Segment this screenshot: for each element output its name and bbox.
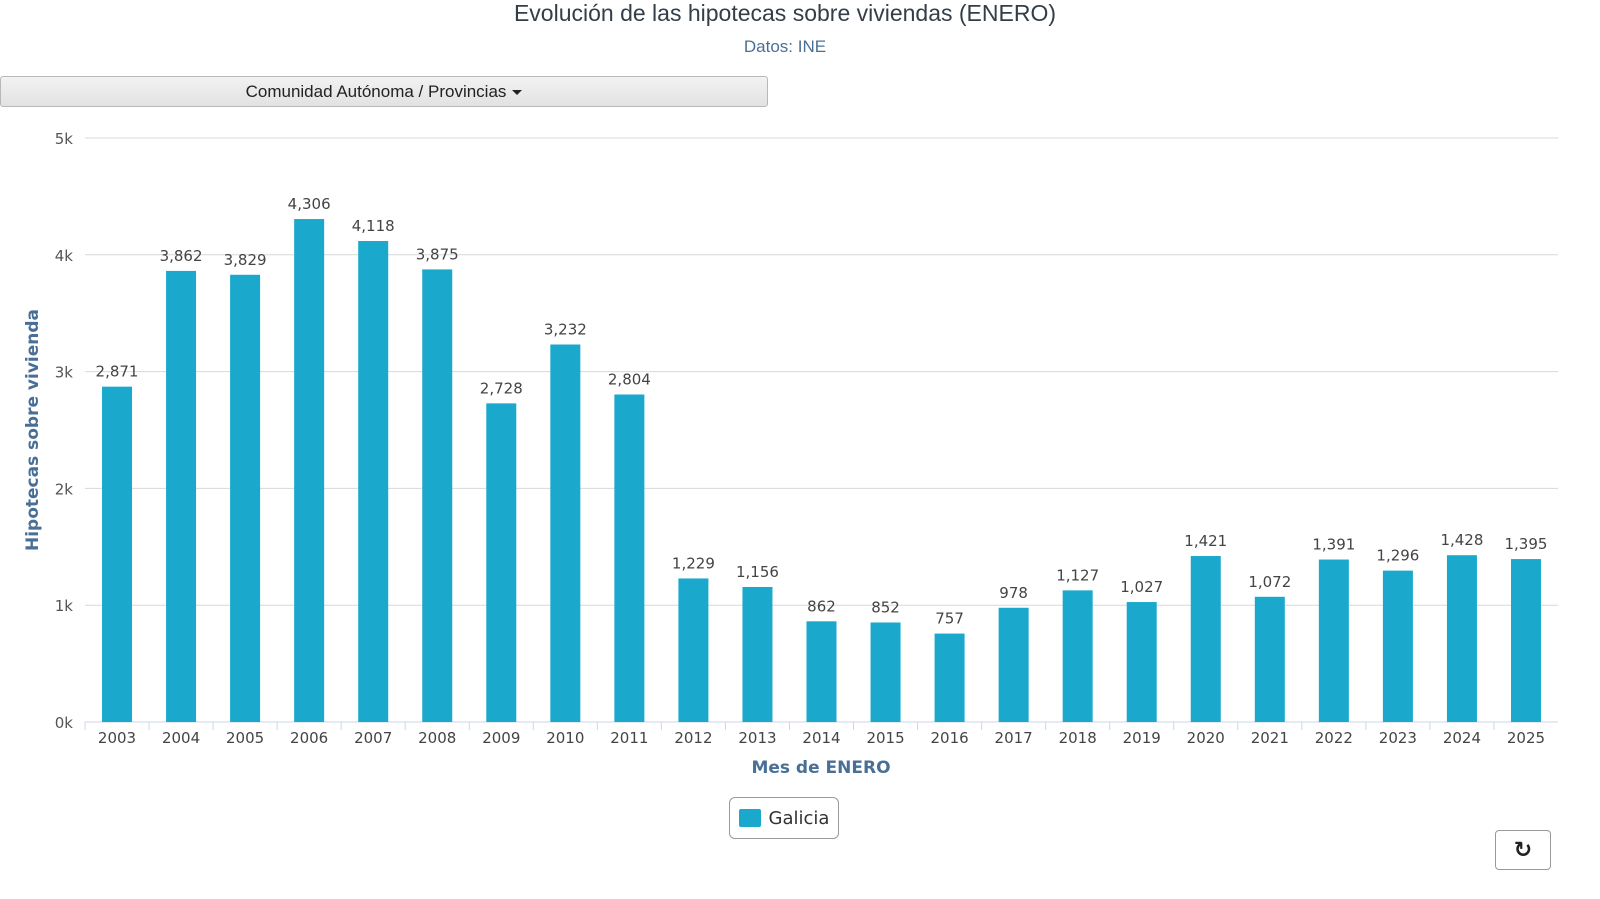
bar-2013	[742, 586, 773, 722]
bar-2020	[1190, 556, 1221, 722]
data-label: 757	[935, 610, 964, 628]
bar-2012	[678, 578, 709, 722]
data-label: 978	[999, 584, 1028, 602]
x-tick-label: 2004	[162, 729, 200, 747]
bar-2010	[550, 344, 581, 722]
chart-subtitle: Datos: INE	[743, 37, 827, 56]
x-tick-label: 2012	[674, 729, 712, 747]
bar-2025	[1510, 559, 1541, 722]
legend-item-galicia[interactable]: Galicia	[729, 797, 839, 839]
data-label: 1,296	[1376, 547, 1419, 565]
bar-2022	[1318, 559, 1349, 722]
data-label: 3,232	[544, 321, 587, 339]
y-tick-label: 3k	[55, 364, 74, 382]
data-label: 1,229	[672, 554, 715, 572]
data-label: 1,127	[1056, 566, 1099, 584]
y-tick-label: 2k	[55, 480, 74, 498]
data-label: 1,156	[736, 563, 779, 581]
bar-2003	[102, 386, 133, 722]
data-label: 3,829	[224, 251, 267, 269]
bar-2024	[1446, 555, 1477, 722]
refresh-button[interactable]: ↻	[1495, 830, 1551, 870]
x-tick-label: 2005	[226, 729, 264, 747]
bar-2023	[1382, 570, 1413, 722]
x-tick-label: 2020	[1187, 729, 1225, 747]
x-tick-label: 2014	[802, 729, 840, 747]
region-selector-button[interactable]: Comunidad Autónoma / Provincias	[0, 76, 768, 107]
legend-label: Galicia	[768, 807, 830, 829]
bar-2014	[806, 621, 837, 722]
x-tick-label: 2006	[290, 729, 328, 747]
x-tick-label: 2021	[1251, 729, 1289, 747]
data-label: 862	[807, 597, 836, 615]
x-tick-label: 2003	[98, 729, 136, 747]
x-tick-label: 2017	[995, 729, 1033, 747]
x-tick-label: 2008	[418, 729, 456, 747]
caret-down-icon	[512, 90, 523, 95]
data-label: 3,875	[416, 245, 459, 263]
x-tick-label: 2016	[930, 729, 968, 747]
data-label: 1,421	[1184, 532, 1227, 550]
bar-2011	[614, 394, 645, 722]
x-axis-title: Mes de ENERO	[751, 758, 890, 778]
bar-2006	[294, 219, 325, 722]
bar-2021	[1254, 596, 1285, 722]
x-tick-label: 2013	[738, 729, 776, 747]
x-tick-label: 2023	[1379, 729, 1417, 747]
data-label: 1,395	[1505, 535, 1548, 553]
data-label: 852	[871, 598, 900, 616]
bar-2004	[166, 270, 197, 722]
data-label: 4,306	[288, 195, 331, 213]
y-tick-label: 4k	[55, 247, 74, 265]
bar-2018	[1062, 590, 1093, 722]
x-tick-label: 2025	[1507, 729, 1545, 747]
y-tick-label: 5k	[55, 130, 74, 148]
data-label: 2,728	[480, 379, 523, 397]
data-label: 1,027	[1120, 578, 1163, 596]
x-tick-label: 2007	[354, 729, 392, 747]
x-tick-label: 2015	[866, 729, 904, 747]
x-tick-label: 2018	[1059, 729, 1097, 747]
bar-2015	[870, 622, 901, 722]
x-tick-label: 2019	[1123, 729, 1161, 747]
y-tick-label: 1k	[55, 597, 74, 615]
x-tick-label: 2022	[1315, 729, 1353, 747]
x-tick-label: 2010	[546, 729, 584, 747]
legend-swatch	[738, 809, 761, 827]
chart-title: Evolución de las hipotecas sobre viviend…	[513, 0, 1057, 26]
data-label: 1,428	[1440, 531, 1483, 549]
y-tick-label: 0k	[55, 714, 74, 732]
bar-2016	[934, 633, 965, 722]
bar-2017	[998, 607, 1029, 722]
data-label: 4,118	[352, 217, 395, 235]
bar-2019	[1126, 602, 1157, 722]
bar-2009	[486, 403, 517, 722]
data-label: 1,391	[1312, 536, 1355, 554]
x-tick-label: 2024	[1443, 729, 1481, 747]
region-selector-label: Comunidad Autónoma / Provincias	[245, 81, 507, 101]
refresh-icon: ↻	[1513, 837, 1533, 863]
data-label: 2,871	[96, 363, 139, 381]
y-axis-title: Hipotecas sobre vivienda	[23, 309, 43, 551]
data-label: 2,804	[608, 370, 651, 388]
bar-2007	[358, 241, 389, 723]
x-tick-label: 2009	[482, 729, 520, 747]
bar-2005	[230, 274, 261, 722]
data-label: 1,072	[1248, 573, 1291, 591]
data-label: 3,862	[160, 247, 203, 265]
bar-2008	[422, 269, 453, 722]
x-tick-label: 2011	[610, 729, 648, 747]
